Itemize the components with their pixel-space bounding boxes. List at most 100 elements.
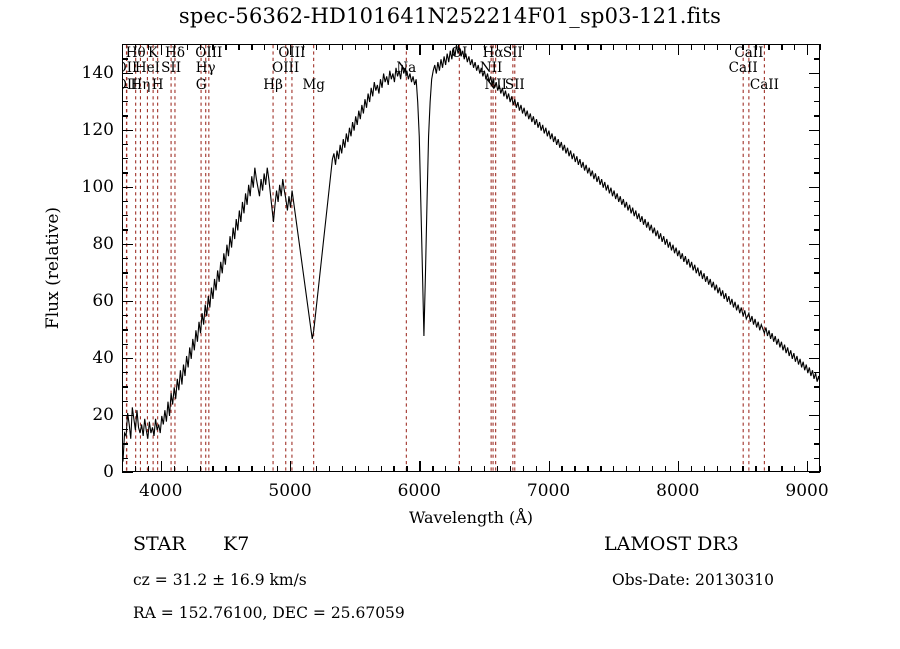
axis-tick bbox=[794, 466, 796, 472]
axis-tick bbox=[173, 44, 175, 50]
axis-tick bbox=[290, 44, 292, 55]
spectral-line-label: CaII bbox=[749, 77, 779, 93]
spectral-line-label: K bbox=[148, 45, 159, 61]
axis-tick bbox=[122, 272, 128, 274]
axis-tick bbox=[445, 466, 447, 472]
axis-tick bbox=[238, 44, 240, 50]
axis-tick bbox=[354, 466, 356, 472]
axis-tick bbox=[328, 44, 331, 50]
survey-label: LAMOST DR3 bbox=[604, 533, 739, 555]
axis-tick bbox=[600, 44, 602, 50]
axis-tick bbox=[406, 44, 408, 50]
spectral-line-label: NII bbox=[484, 77, 507, 93]
axis-tick bbox=[122, 357, 133, 360]
spectral-line-label: CaII bbox=[728, 60, 758, 76]
axis-tick bbox=[122, 215, 128, 217]
axis-tick bbox=[814, 272, 820, 274]
axis-tick bbox=[820, 466, 822, 472]
axis-tick bbox=[809, 243, 820, 246]
axis-tick bbox=[122, 329, 128, 331]
spectral-line-label: OIII bbox=[272, 60, 300, 76]
axis-tick bbox=[561, 44, 563, 50]
axis-tick bbox=[238, 466, 240, 472]
axis-tick bbox=[134, 44, 137, 50]
y-tick-label: 40 bbox=[92, 347, 114, 368]
spectral-line-label: SII bbox=[161, 60, 182, 76]
axis-tick bbox=[315, 466, 318, 472]
axis-tick bbox=[781, 466, 783, 472]
axis-tick bbox=[496, 44, 499, 50]
axis-tick bbox=[587, 44, 589, 50]
axis-tick bbox=[677, 461, 680, 472]
axis-tick bbox=[809, 357, 820, 360]
spectral-line-label: Mg bbox=[302, 77, 325, 93]
axis-tick bbox=[122, 372, 128, 374]
axis-tick bbox=[729, 44, 731, 50]
axis-tick bbox=[122, 386, 128, 388]
y-tick-label: 20 bbox=[92, 404, 114, 425]
x-axis-title: Wavelength (Å) bbox=[408, 508, 534, 527]
axis-tick bbox=[613, 466, 615, 472]
axis-tick bbox=[587, 466, 589, 472]
axis-tick bbox=[445, 44, 447, 50]
axis-tick bbox=[122, 115, 128, 117]
axis-tick bbox=[225, 466, 227, 472]
axis-tick bbox=[290, 461, 292, 472]
axis-tick bbox=[522, 466, 524, 472]
spectral-line-label: SII bbox=[504, 77, 525, 93]
axis-tick bbox=[458, 44, 460, 50]
axis-tick bbox=[814, 457, 820, 460]
spectral-line-label: SII bbox=[502, 45, 523, 61]
x-tick-label: 7000 bbox=[526, 481, 571, 501]
axis-tick bbox=[809, 472, 820, 474]
axis-tick bbox=[809, 414, 820, 417]
axis-tick bbox=[535, 44, 537, 50]
axis-tick bbox=[716, 466, 718, 472]
axis-tick bbox=[639, 466, 641, 472]
obs-date-label: Obs-Date: 20130310 bbox=[612, 571, 774, 589]
axis-tick bbox=[651, 466, 654, 472]
axis-tick bbox=[264, 44, 266, 50]
spectral-line-label: Hβ bbox=[263, 77, 283, 93]
axis-tick bbox=[122, 443, 128, 445]
axis-tick bbox=[548, 461, 550, 472]
axis-tick bbox=[122, 229, 128, 231]
axis-tick bbox=[354, 44, 356, 50]
plot-inner: OIIOIIHθHηHeIKHSIIHδGHγOIIIHβOIIIOIIIMgN… bbox=[123, 45, 819, 471]
axis-tick bbox=[814, 58, 820, 60]
axis-tick bbox=[199, 466, 201, 472]
axis-tick bbox=[814, 429, 820, 431]
axis-tick bbox=[781, 44, 783, 50]
axis-tick bbox=[814, 215, 820, 217]
axis-tick bbox=[302, 466, 305, 472]
axis-tick bbox=[814, 258, 820, 260]
axis-tick bbox=[716, 44, 718, 50]
axis-tick bbox=[186, 466, 188, 472]
axis-tick bbox=[814, 386, 820, 388]
spectral-line-label: OIII bbox=[278, 45, 306, 61]
axis-tick bbox=[432, 466, 434, 472]
y-axis-title: Flux (relative) bbox=[43, 206, 63, 330]
axis-tick bbox=[690, 466, 693, 472]
axis-tick bbox=[419, 461, 421, 472]
axis-tick bbox=[393, 44, 395, 50]
x-tick-label: 8000 bbox=[656, 481, 700, 501]
axis-tick bbox=[328, 466, 331, 472]
axis-tick bbox=[122, 400, 128, 402]
axis-tick bbox=[509, 466, 512, 472]
axis-tick bbox=[122, 343, 128, 345]
axis-tick bbox=[122, 243, 133, 246]
spectral-line-label: Hα bbox=[482, 45, 504, 61]
x-tick-label: 4000 bbox=[139, 481, 183, 501]
axis-tick bbox=[814, 443, 820, 445]
coordinates-label: RA = 152.76100, DEC = 25.67059 bbox=[133, 604, 405, 622]
axis-tick bbox=[651, 44, 654, 50]
axis-tick bbox=[814, 372, 820, 374]
axis-tick bbox=[755, 44, 757, 50]
axis-tick bbox=[122, 44, 128, 46]
axis-tick bbox=[809, 72, 820, 74]
axis-tick bbox=[277, 466, 279, 472]
spectral-line-label: Hη bbox=[130, 77, 151, 93]
spectral-line-label: Hδ bbox=[165, 45, 185, 61]
